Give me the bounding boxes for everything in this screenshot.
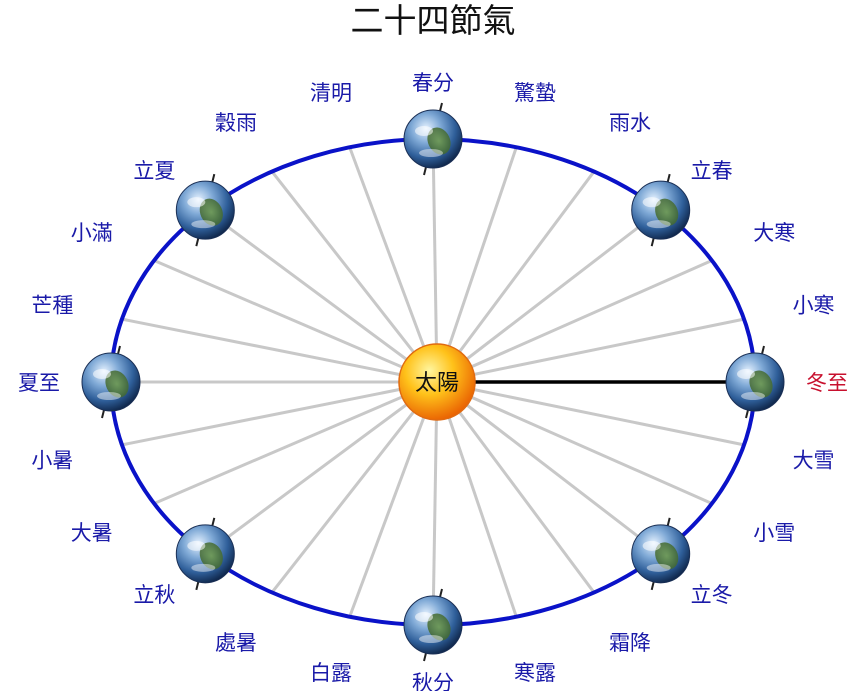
term-label: 白露	[310, 661, 352, 685]
sun: 太陽	[398, 343, 476, 421]
term-label: 寒露	[514, 661, 556, 685]
spoke-line	[435, 381, 596, 594]
earth-icon	[403, 102, 463, 176]
term-label: 春分	[412, 71, 454, 95]
spoke-line	[348, 146, 439, 383]
spoke-line	[431, 138, 439, 383]
spoke-line	[270, 381, 439, 594]
term-label: 大雪	[793, 449, 835, 473]
spoke-line	[204, 208, 438, 384]
spoke-line	[121, 380, 438, 447]
spoke-line	[435, 146, 518, 383]
term-label: 立夏	[133, 159, 175, 183]
earth-icon	[403, 588, 463, 662]
spoke-line	[153, 259, 438, 384]
term-label: 驚蟄	[514, 81, 556, 105]
spoke-line	[431, 381, 439, 626]
spoke-line	[436, 208, 662, 384]
term-label: 立冬	[691, 583, 733, 607]
sun-label: 太陽	[415, 371, 459, 396]
term-label: 大寒	[753, 221, 795, 245]
spoke-line	[436, 259, 713, 384]
earths-layer	[81, 102, 785, 662]
term-label: 冬至	[806, 371, 848, 395]
term-label: 立秋	[133, 583, 175, 607]
earth-icon	[725, 345, 785, 419]
earth-icon	[631, 517, 691, 591]
term-label: 小雪	[753, 521, 795, 545]
term-label: 霜降	[609, 631, 651, 655]
term-label: 秋分	[412, 671, 454, 691]
spoke-line	[204, 380, 438, 556]
term-label: 小滿	[71, 221, 113, 245]
spoke-line	[436, 317, 745, 384]
term-label: 小寒	[793, 293, 835, 317]
spoke-line	[435, 170, 596, 383]
term-label: 雨水	[609, 111, 651, 135]
diagram-title: 二十四節氣	[351, 1, 516, 40]
spoke-line	[121, 317, 438, 384]
earth-icon	[175, 517, 235, 591]
earth-icon	[81, 345, 141, 419]
spokes-layer	[111, 138, 755, 626]
spoke-line	[270, 170, 439, 383]
term-label: 大暑	[71, 521, 113, 545]
term-label: 清明	[310, 81, 352, 105]
earth-icon	[175, 173, 235, 247]
spoke-line	[153, 380, 438, 505]
term-label: 處暑	[215, 631, 257, 655]
term-label: 小暑	[31, 449, 73, 473]
sun-icon	[398, 343, 476, 421]
term-label: 夏至	[18, 371, 60, 395]
spoke-line	[436, 380, 713, 505]
term-label: 立春	[691, 159, 733, 183]
term-label: 芒種	[31, 293, 73, 317]
term-label: 穀雨	[215, 111, 257, 135]
spoke-line	[436, 380, 662, 556]
spoke-line	[348, 381, 439, 618]
spoke-line	[435, 381, 518, 618]
earth-icon	[631, 173, 691, 247]
spoke-line	[436, 380, 745, 447]
